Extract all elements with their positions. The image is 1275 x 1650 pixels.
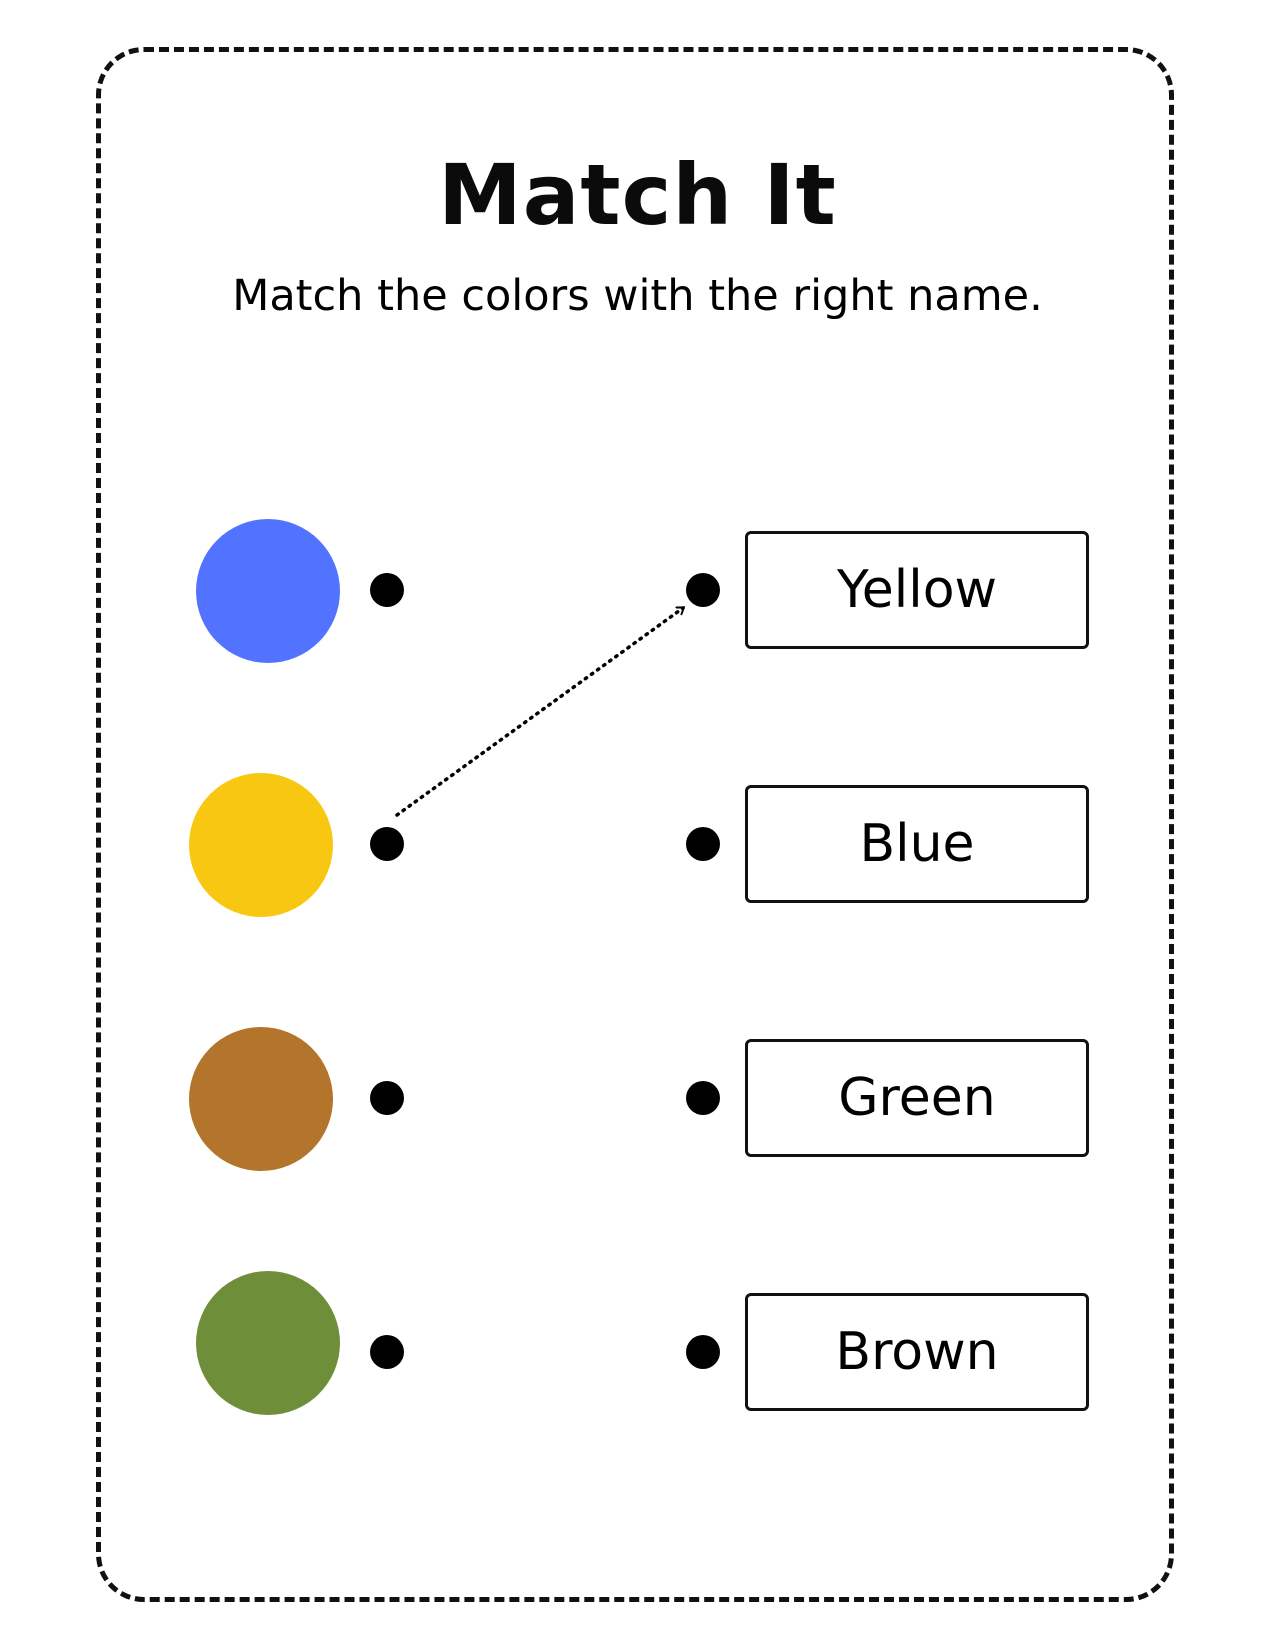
color-name-box-2: Blue: [745, 785, 1089, 903]
color-name-box-4: Brown: [745, 1293, 1089, 1411]
color-name-label: Yellow: [836, 560, 998, 620]
color-name-label: Brown: [835, 1322, 999, 1382]
worksheet-title: Match It: [438, 146, 837, 244]
left-match-dot-1[interactable]: [370, 573, 404, 607]
color-swatch-1: [196, 519, 340, 663]
worksheet-border: [96, 47, 1174, 1602]
color-name-label: Blue: [859, 814, 975, 874]
color-swatch-2: [189, 773, 333, 917]
color-name-box-1: Yellow: [745, 531, 1089, 649]
right-match-dot-3[interactable]: [686, 1081, 720, 1115]
worksheet-instructions: Match the colors with the right name.: [232, 271, 1043, 321]
color-swatch-3: [189, 1027, 333, 1171]
right-match-dot-4[interactable]: [686, 1335, 720, 1369]
color-name-label: Green: [838, 1068, 996, 1128]
color-swatch-4: [196, 1271, 340, 1415]
left-match-dot-3[interactable]: [370, 1081, 404, 1115]
right-match-dot-2[interactable]: [686, 827, 720, 861]
color-name-box-3: Green: [745, 1039, 1089, 1157]
left-match-dot-2[interactable]: [370, 827, 404, 861]
left-match-dot-4[interactable]: [370, 1335, 404, 1369]
right-match-dot-1[interactable]: [686, 573, 720, 607]
